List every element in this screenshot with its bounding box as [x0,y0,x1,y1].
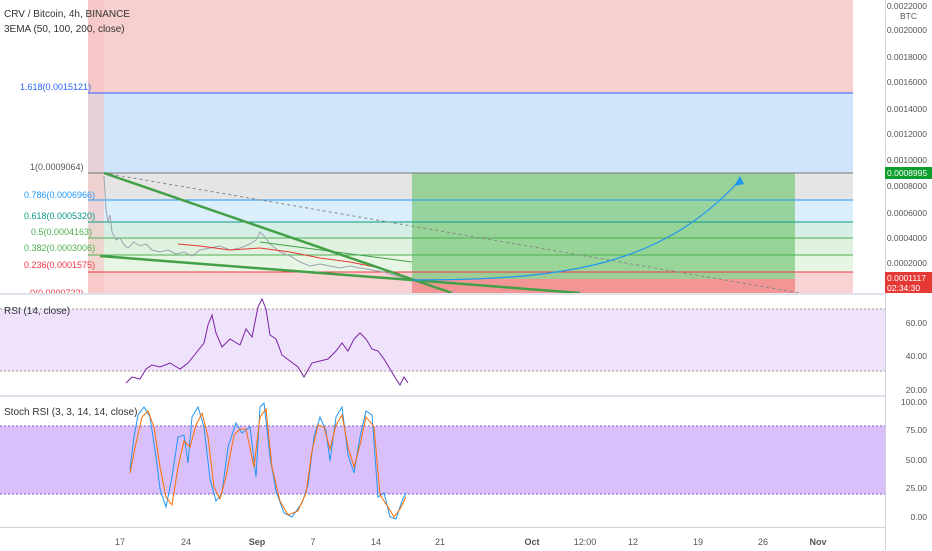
fib-lines [88,92,853,273]
wedge-upper-line[interactable] [103,171,453,293]
stoch-tick: 25.00 [905,483,927,493]
chart-legend: CRV / Bitcoin, 4h, BINANCE 3EMA (50, 100… [4,9,130,36]
time-tick: 26 [757,537,769,547]
stoch-rsi-title[interactable]: Stoch RSI (3, 3, 14, 14, close) [4,407,138,418]
price-tick: 0.0006000 [886,208,927,218]
price-tick: 0.0014000 [886,104,927,114]
price-tick: 0.0012000 [886,129,927,139]
stoch-d-line [129,407,407,518]
rsi-tick: 20.00 [905,385,927,395]
current-price-tag: 0.0001117 [885,272,932,284]
dashed-trendline[interactable] [103,172,801,293]
fib-label-0786: 0.786(0.0006966) [24,190,96,200]
stoch-tick: 0.00 [910,512,927,522]
fib-label-0236: 0.236(0.0001575) [24,260,96,270]
target-price-tag: 0.0008995 [885,167,932,179]
symbol-title[interactable]: CRV / Bitcoin, 4h, BINANCE [4,9,130,20]
stoch-rsi-pane[interactable] [0,397,885,525]
time-tick: 12:00 [573,537,597,547]
long-position-loss-zone[interactable] [412,279,795,293]
projection-arrowhead-icon [734,176,744,186]
rsi-tick: 40.00 [905,351,927,361]
time-tick: 14 [370,537,382,547]
fib-label-0618: 0.618(0.0005320) [24,211,96,221]
fib-label-0: 0(0.0000722) [30,288,84,293]
stoch-tick: 100.00 [901,397,927,407]
time-tick: Sep [248,537,266,547]
fib-label-05: 0.5(0.0004163) [31,227,93,237]
time-tick: 21 [434,537,446,547]
time-axis[interactable] [0,527,885,551]
price-tick: 0.0010000 [886,155,927,165]
fib-label-0382: 0.382(0.0003006) [24,243,96,253]
price-tick: 0.0002000 [886,258,927,268]
time-tick: 17 [114,537,126,547]
stoch-k-line [129,401,407,520]
fib-zone-blue [88,93,853,173]
time-tick: 12 [627,537,639,547]
price-tick: 0.0004000 [886,233,927,243]
stoch-tick: 75.00 [905,425,927,435]
fib-label-1618: 1.618(0.0015121) [20,82,92,92]
wedge-lower-line[interactable] [99,254,581,293]
rsi-title[interactable]: RSI (14, close) [4,306,71,317]
time-tick: Nov [809,537,827,547]
time-tick: 7 [310,537,316,547]
rsi-tick: 60.00 [905,318,927,328]
rsi-line [125,297,409,386]
price-tick: 0.0016000 [886,77,927,87]
indicator-title[interactable]: 3EMA (50, 100, 200, close) [4,24,125,35]
main-pane[interactable] [0,0,885,293]
price-tick: 0.0008000 [886,181,927,191]
long-position-profit-zone[interactable] [412,173,795,279]
stoch-tick: 50.00 [905,455,927,465]
time-tick: Oct [524,537,540,547]
price-line [103,175,411,280]
left-strip [88,0,104,293]
scale-unit-label: BTC [900,11,917,21]
price-tick: 0.0022000 [886,1,927,11]
time-tick: 19 [692,537,704,547]
wedge-inner-line[interactable] [259,241,413,263]
fib-label-1: 1(0.0009064) [30,162,84,172]
countdown-tag: 02:34:30 [885,284,932,293]
price-tick: 0.0018000 [886,52,927,62]
projection-curve[interactable] [411,179,741,281]
fib-zone-red-top [88,0,853,93]
price-tick: 0.0020000 [886,25,927,35]
pane-separator-2[interactable] [0,395,932,397]
time-tick: 24 [180,537,192,547]
pane-separator-1[interactable] [0,293,932,295]
rsi-pane[interactable] [0,295,885,395]
